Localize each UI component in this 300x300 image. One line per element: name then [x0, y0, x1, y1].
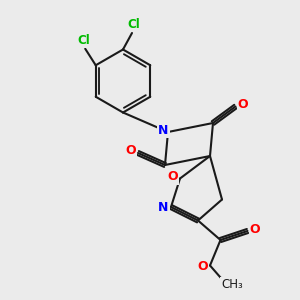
Text: O: O: [125, 144, 136, 157]
Text: O: O: [238, 98, 248, 112]
Text: N: N: [158, 124, 169, 137]
Text: CH₃: CH₃: [221, 278, 243, 291]
Text: O: O: [197, 260, 208, 273]
Text: Cl: Cl: [77, 34, 90, 47]
Text: Cl: Cl: [127, 18, 140, 31]
Text: O: O: [250, 223, 260, 236]
Text: N: N: [158, 201, 169, 214]
Text: O: O: [167, 170, 178, 184]
